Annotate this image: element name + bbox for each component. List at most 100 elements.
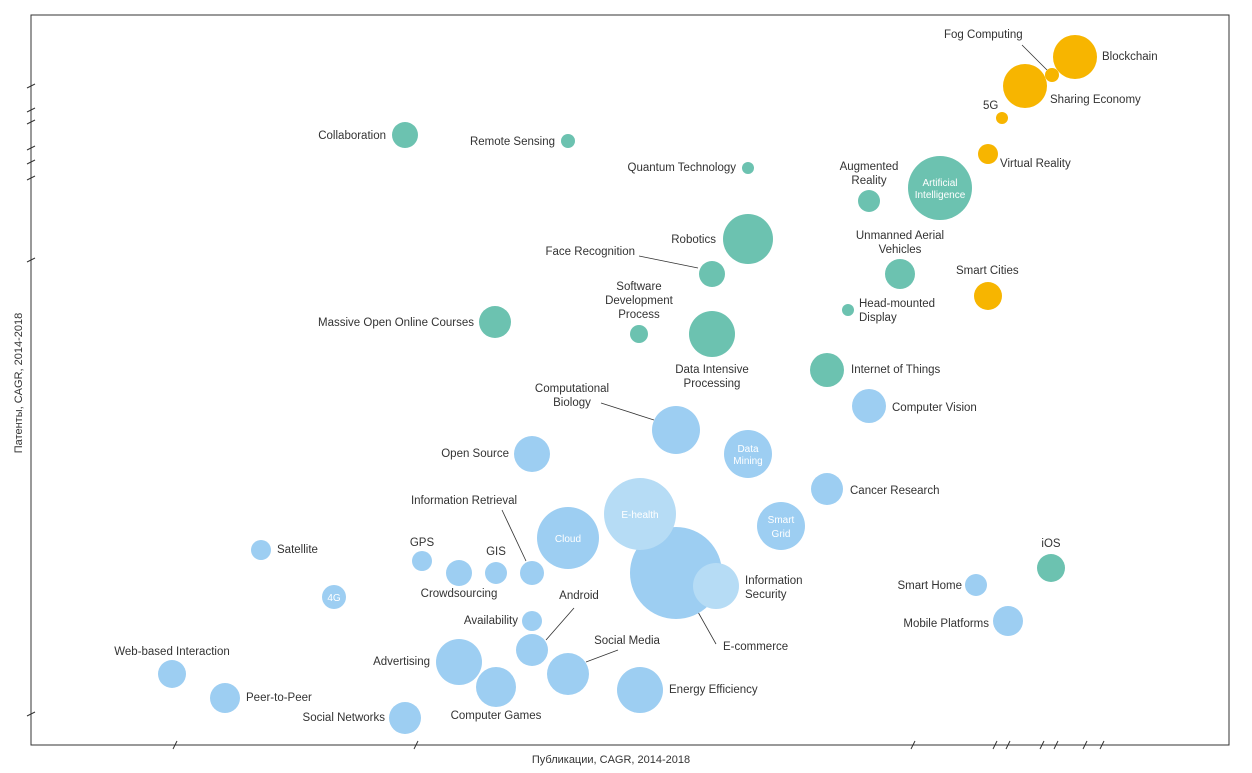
plot-frame [30,14,1230,746]
bubble-peer-to-peer [210,683,240,713]
x-tick-mark [1053,740,1059,750]
leader-line-computational-biology [600,402,655,421]
bubble-smart-cities [974,282,1002,310]
bubbles [158,35,1097,734]
x-tick-mark [413,740,419,750]
bubble-web-based-interaction [158,660,186,688]
bubble-sharing-economy [1003,64,1047,108]
bubble-computer-games [476,667,516,707]
bubble-label-information-security: Information Security [745,575,803,601]
bubble-ios [1037,554,1065,582]
leader-line-e-commerce [697,611,717,645]
y-tick-mark [26,257,36,263]
x-tick-mark [910,740,916,750]
bubble-label-5g: 5G [983,100,998,112]
bubble-label-quantum-technology: Quantum Technology [628,162,737,174]
bubble-availability [522,611,542,631]
leader-line-face-recognition [638,255,699,269]
bubble-label-information-retrieval: Information Retrieval [411,495,517,507]
bubble-information-retrieval [520,561,544,585]
bubble-label-4g: 4G [327,593,341,604]
bubble-label-blockchain: Blockchain [1102,51,1158,63]
bubble-gis [485,562,507,584]
bubble-smart-home [965,574,987,596]
bubble-artificial-intelligence [908,156,972,220]
bubble-label-energy-efficiency: Energy Efficiency [669,684,758,696]
leader-lines [501,44,1048,663]
bubble-face-recognition [699,261,725,287]
bubble-label-e-commerce: E-commerce [723,641,788,653]
y-tick-mark [26,145,36,151]
bubble-augmented-reality [858,190,880,212]
bubble-information-security [693,563,739,609]
bubble-label-data-mining: Data Mining [733,444,762,467]
leader-line-android [545,607,575,641]
bubble-label-massive-open-online-courses: Massive Open Online Courses [318,317,474,329]
y-tick-mark [26,711,36,717]
axis-ticks [26,83,1105,750]
bubble-label-smart-cities: Smart Cities [956,265,1019,277]
x-tick-mark [1005,740,1011,750]
bubble-label-social-media: Social Media [594,635,660,647]
bubble-label-smart-grid: Smart Grid [768,515,795,540]
bubble-label-crowdsourcing: Crowdsourcing [421,588,498,600]
bubble-data-mining [724,430,772,478]
bubble-gps [412,551,432,571]
y-tick-mark [26,119,36,125]
leader-line-fog-computing [1021,44,1048,71]
bubble-computational-biology [652,406,700,454]
x-tick-mark [992,740,998,750]
bubble-label-availability: Availability [464,615,518,627]
bubble-label-gis: GIS [486,546,506,558]
bubble-virtual-reality [978,144,998,164]
bubble-android [516,634,548,666]
bubble-label-open-source: Open Source [441,448,509,460]
x-tick-mark [1099,740,1105,750]
bubble-software-development-process [630,325,648,343]
bubble-label-internet-of-things: Internet of Things [851,364,941,376]
y-tick-mark [26,175,36,181]
bubble-collaboration [392,122,418,148]
y-axis-label: Патенты, CAGR, 2014-2018 [13,313,25,453]
bubble-internet-of-things [810,353,844,387]
bubble-massive-open-online-courses [479,306,511,338]
bubble-label-sharing-economy: Sharing Economy [1050,94,1141,106]
bubble-label-face-recognition: Face Recognition [546,246,636,258]
bubble-label-smart-home: Smart Home [897,580,962,592]
bubble-open-source [514,436,550,472]
bubble-label-satellite: Satellite [277,544,318,556]
bubble-label-unmanned-aerial-vehicles: Unmanned Aerial Vehicles [856,230,944,256]
y-tick-mark [26,159,36,165]
bubble-advertising [436,639,482,685]
bubble-blockchain [1053,35,1097,79]
bubble-label-computational-biology: Computational Biology [535,383,609,409]
bubble-label-software-development-process: Software Development Process [605,281,674,321]
bubble-label-head-mounted-display: Head-mounted Display [859,298,935,324]
bubble-remote-sensing [561,134,575,148]
bubble-satellite [251,540,271,560]
y-tick-mark [26,83,36,89]
bubble-label-android: Android [559,590,599,602]
bubble-label-cloud: Cloud [555,534,581,545]
bubble-crowdsourcing [446,560,472,586]
x-tick-mark [172,740,178,750]
bubble-fog-computing [1045,68,1059,82]
bubble-label-robotics: Robotics [671,234,716,246]
bubble-energy-efficiency [617,667,663,713]
bubble-quantum-technology [742,162,754,174]
bubble-label-data-intensive-processing: Data Intensive Processing [675,364,749,390]
bubble-label-cancer-research: Cancer Research [850,485,939,497]
bubble-label-web-based-interaction: Web-based Interaction [114,646,230,658]
bubble-data-intensive-processing [689,311,735,357]
x-tick-mark [1039,740,1045,750]
bubble-5g [996,112,1008,124]
bubble-e-health [604,478,676,550]
bubble-social-networks [389,702,421,734]
bubble-head-mounted-display [842,304,854,316]
x-tick-mark [1082,740,1088,750]
bubble-label-computer-games: Computer Games [451,710,542,722]
leader-line-information-retrieval [501,509,527,562]
bubble-label-artificial-intelligence: Artificial Intelligence [915,178,966,201]
bubble-label-peer-to-peer: Peer-to-Peer [246,692,312,704]
